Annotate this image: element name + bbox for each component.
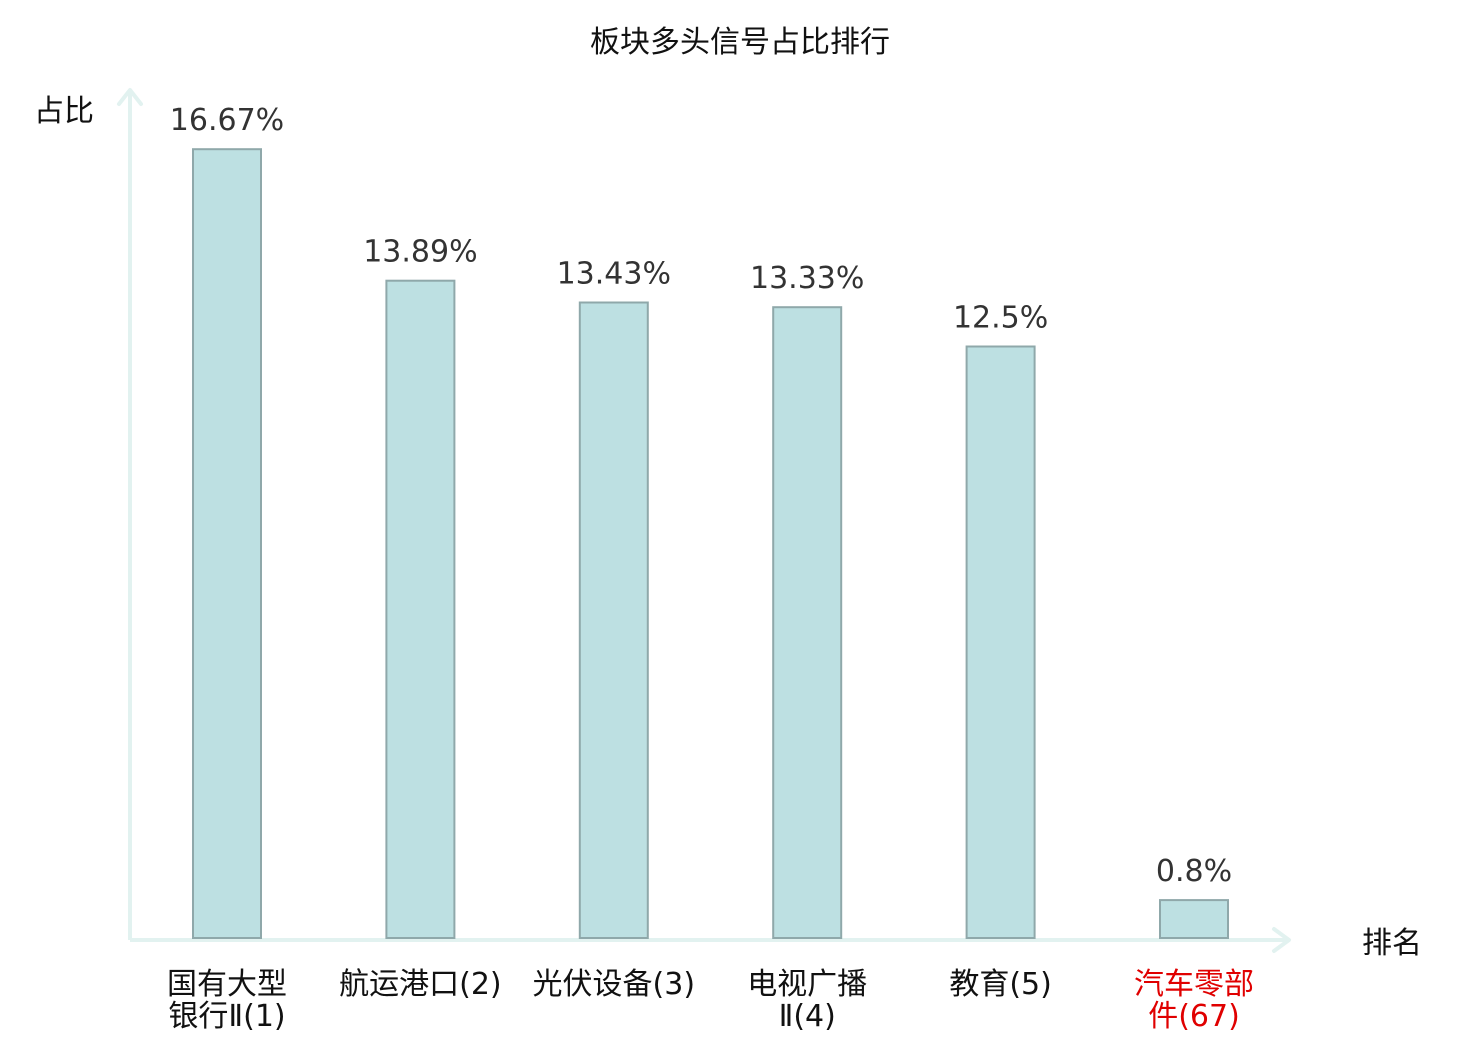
bar-6 [1159,899,1229,939]
bar-4 [772,306,843,939]
axes [117,88,1291,953]
y-axis-label: 占比 [34,94,94,129]
bar-value-label-5: 12.5% [953,301,1048,336]
category-label-1-line-1: 国有大型 [167,967,287,1002]
bar-value-label-1: 16.67% [170,103,284,138]
category-label-6-line-2: 件(67) [1148,999,1240,1034]
category-label-4-line-2: Ⅱ(4) [779,999,836,1034]
bar-value-label-3: 13.43% [557,257,671,292]
value-labels: 16.67% 13.89% 13.43% 13.33% 12.5% 0.8% [170,103,1232,889]
category-label-6-line-1: 汽车零部 [1134,967,1254,1002]
bar-1 [192,148,262,939]
category-label-5-line-1: 教育(5) [949,967,1052,1002]
chart-title: 板块多头信号占比排行 [590,25,890,60]
category-label-2-line-1: 航运港口(2) [339,967,502,1002]
bar-2 [385,279,456,939]
x-axis-label: 排名 [1362,926,1422,961]
bar-5 [965,345,1036,939]
bar-3 [578,301,649,939]
bar-value-label-6: 0.8% [1156,854,1232,889]
category-label-1-line-2: 银行Ⅱ(1) [168,999,285,1034]
bar-value-label-2: 13.89% [363,235,477,270]
category-label-4-line-1: 电视广播 [747,967,867,1002]
category-label-3-line-1: 光伏设备(3) [533,967,696,1002]
bar-value-label-4: 13.33% [750,261,864,296]
x-axis-arrow [1272,927,1291,953]
y-axis-arrow [117,88,143,106]
bars [192,148,1229,939]
